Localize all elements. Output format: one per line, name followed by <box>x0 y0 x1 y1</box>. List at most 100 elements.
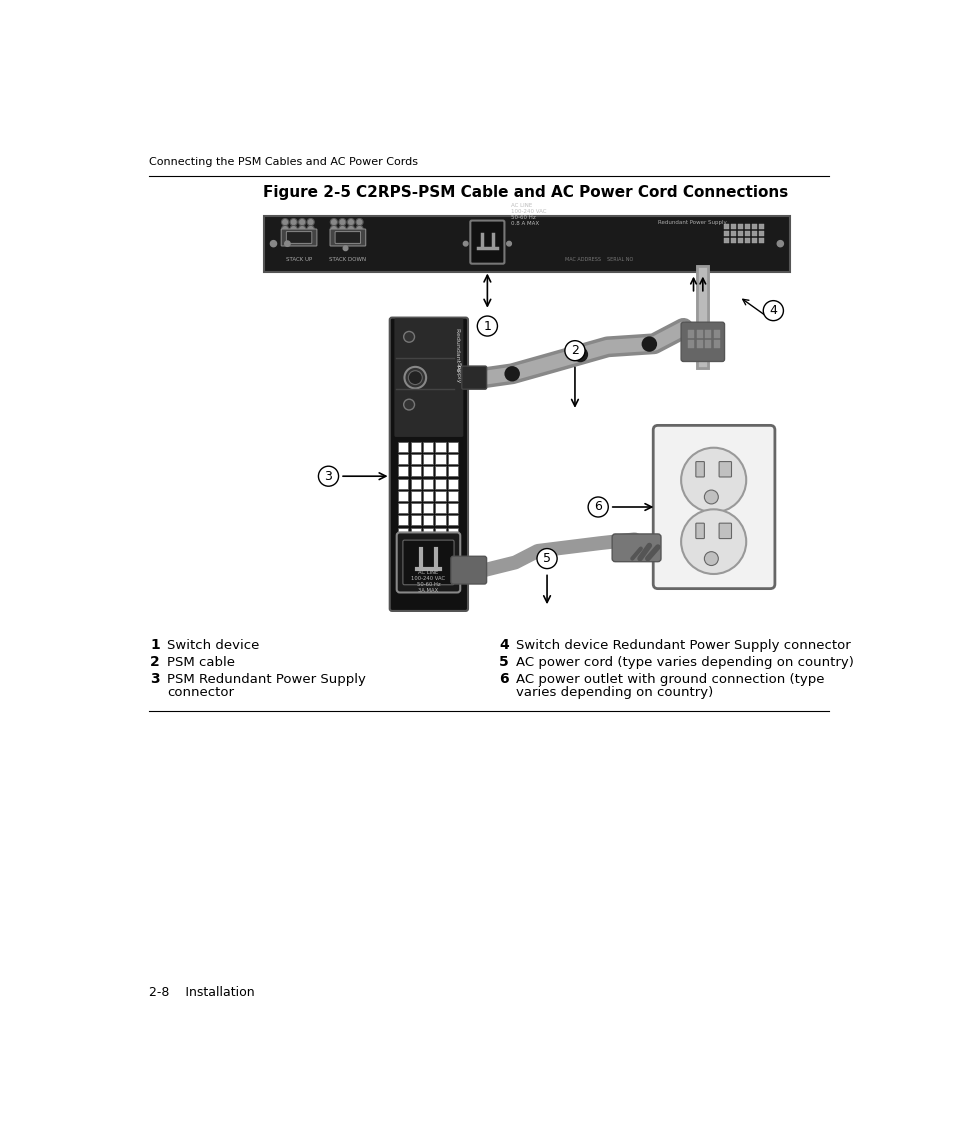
FancyBboxPatch shape <box>713 330 720 338</box>
Text: 4: 4 <box>769 305 777 317</box>
FancyBboxPatch shape <box>447 442 457 451</box>
FancyBboxPatch shape <box>422 503 433 513</box>
Text: 6: 6 <box>498 672 508 686</box>
Circle shape <box>356 227 361 231</box>
FancyBboxPatch shape <box>410 479 420 489</box>
Circle shape <box>298 219 305 226</box>
FancyBboxPatch shape <box>447 540 457 550</box>
Circle shape <box>338 219 346 226</box>
Circle shape <box>318 466 338 487</box>
FancyBboxPatch shape <box>696 330 702 338</box>
FancyBboxPatch shape <box>744 238 749 243</box>
FancyBboxPatch shape <box>397 540 408 550</box>
Text: AC LINE
100-240 VAC
50-60 Hz
0.8 A MAX: AC LINE 100-240 VAC 50-60 Hz 0.8 A MAX <box>510 203 545 227</box>
Circle shape <box>680 448 745 513</box>
Text: 5: 5 <box>542 552 551 566</box>
Text: Switch device Redundant Power Supply connector: Switch device Redundant Power Supply con… <box>516 639 850 653</box>
FancyBboxPatch shape <box>422 528 433 538</box>
FancyBboxPatch shape <box>751 231 757 236</box>
Text: STACK UP: STACK UP <box>286 256 312 261</box>
FancyBboxPatch shape <box>696 340 702 348</box>
Circle shape <box>403 400 415 410</box>
FancyBboxPatch shape <box>751 224 757 229</box>
FancyBboxPatch shape <box>394 318 463 437</box>
FancyBboxPatch shape <box>435 515 445 526</box>
FancyBboxPatch shape <box>730 231 736 236</box>
FancyBboxPatch shape <box>422 540 433 550</box>
FancyBboxPatch shape <box>410 528 420 538</box>
Text: Figure 2-5: Figure 2-5 <box>262 185 351 200</box>
FancyBboxPatch shape <box>447 466 457 476</box>
Text: 5: 5 <box>498 655 508 670</box>
FancyBboxPatch shape <box>695 523 703 538</box>
Circle shape <box>347 226 355 232</box>
FancyBboxPatch shape <box>402 540 454 585</box>
Circle shape <box>332 220 335 224</box>
FancyBboxPatch shape <box>330 229 365 246</box>
FancyBboxPatch shape <box>422 515 433 526</box>
Circle shape <box>291 227 295 231</box>
FancyBboxPatch shape <box>744 224 749 229</box>
Circle shape <box>356 220 361 224</box>
FancyBboxPatch shape <box>286 231 312 243</box>
Circle shape <box>284 240 290 246</box>
Circle shape <box>355 226 362 232</box>
FancyBboxPatch shape <box>730 224 736 229</box>
FancyBboxPatch shape <box>447 528 457 538</box>
FancyBboxPatch shape <box>410 453 420 464</box>
FancyBboxPatch shape <box>422 442 433 451</box>
Circle shape <box>307 219 314 226</box>
FancyBboxPatch shape <box>687 340 694 348</box>
FancyBboxPatch shape <box>612 534 660 562</box>
FancyBboxPatch shape <box>422 491 433 500</box>
FancyBboxPatch shape <box>737 231 742 236</box>
FancyBboxPatch shape <box>264 216 789 273</box>
FancyBboxPatch shape <box>447 515 457 526</box>
Circle shape <box>537 548 557 569</box>
Text: AC LINE
100-240 VAC
50-60 Hz
3A MAX: AC LINE 100-240 VAC 50-60 Hz 3A MAX <box>411 570 445 593</box>
Circle shape <box>506 242 511 246</box>
Text: Redundant Power Supply: Redundant Power Supply <box>658 220 726 224</box>
FancyBboxPatch shape <box>695 461 703 477</box>
FancyBboxPatch shape <box>435 491 445 500</box>
Circle shape <box>403 331 415 342</box>
Text: 2: 2 <box>150 655 160 670</box>
FancyBboxPatch shape <box>410 466 420 476</box>
Circle shape <box>680 510 745 574</box>
Text: PSM Redundant Power Supply: PSM Redundant Power Supply <box>167 673 366 686</box>
Text: PSM cable: PSM cable <box>167 656 235 670</box>
Circle shape <box>307 226 314 232</box>
FancyBboxPatch shape <box>390 317 468 611</box>
Circle shape <box>281 226 289 232</box>
Circle shape <box>291 220 295 224</box>
Circle shape <box>476 316 497 337</box>
Circle shape <box>282 220 287 224</box>
Text: 2: 2 <box>571 345 578 357</box>
FancyBboxPatch shape <box>397 515 408 526</box>
Text: varies depending on country): varies depending on country) <box>516 686 713 700</box>
Circle shape <box>777 240 782 246</box>
FancyBboxPatch shape <box>435 540 445 550</box>
FancyBboxPatch shape <box>410 442 420 451</box>
Circle shape <box>708 503 718 512</box>
Text: 3: 3 <box>324 469 332 483</box>
FancyBboxPatch shape <box>410 503 420 513</box>
Text: MAC ADDRESS    SERIAL NO: MAC ADDRESS SERIAL NO <box>564 256 633 261</box>
Text: 1: 1 <box>483 319 491 332</box>
Circle shape <box>330 219 337 226</box>
Ellipse shape <box>504 366 519 381</box>
FancyBboxPatch shape <box>422 453 433 464</box>
FancyBboxPatch shape <box>435 479 445 489</box>
Circle shape <box>703 490 718 504</box>
FancyBboxPatch shape <box>451 556 486 584</box>
Circle shape <box>348 227 353 231</box>
FancyBboxPatch shape <box>744 231 749 236</box>
FancyBboxPatch shape <box>470 221 504 263</box>
FancyBboxPatch shape <box>397 453 408 464</box>
Circle shape <box>347 219 355 226</box>
FancyBboxPatch shape <box>758 224 763 229</box>
FancyBboxPatch shape <box>447 453 457 464</box>
FancyBboxPatch shape <box>410 515 420 526</box>
FancyBboxPatch shape <box>447 479 457 489</box>
FancyBboxPatch shape <box>719 523 731 538</box>
